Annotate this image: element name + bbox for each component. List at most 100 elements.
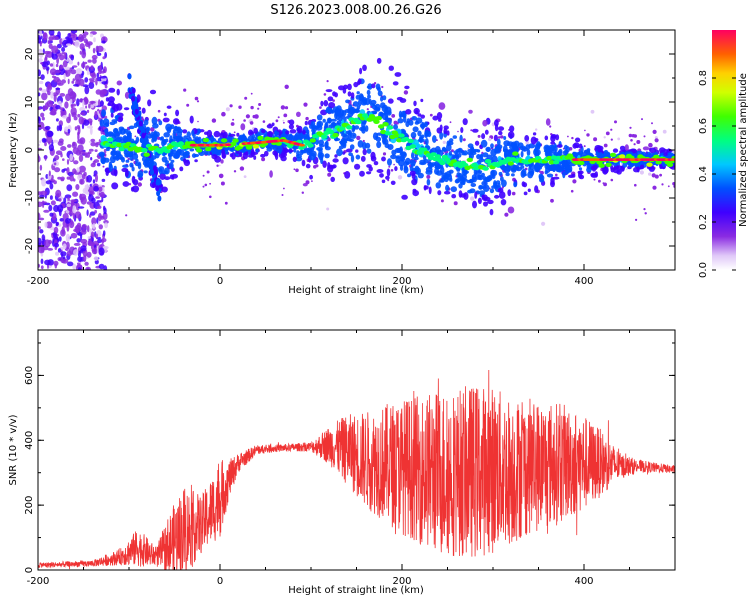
heatmap-cell <box>77 113 81 118</box>
heatmap-cell <box>411 151 415 160</box>
heatmap-cell <box>373 82 377 85</box>
heatmap-cell <box>39 30 42 37</box>
heatmap-cell <box>470 196 475 201</box>
heatmap-cell <box>629 126 632 129</box>
heatmap-cell <box>666 162 674 167</box>
heatmap-cell <box>103 157 110 163</box>
heatmap-cell <box>411 178 418 186</box>
heatmap-cell <box>38 107 42 111</box>
heatmap-cell <box>66 158 70 165</box>
heatmap-cell <box>359 67 363 75</box>
heatmap-cell <box>503 136 507 140</box>
heatmap-cell <box>41 116 45 121</box>
heatmap-cell <box>497 126 505 131</box>
heatmap-cell <box>127 157 130 161</box>
heatmap-cell <box>355 94 361 100</box>
heatmap-cell <box>507 189 512 197</box>
heatmap-cell <box>107 103 111 106</box>
heatmap-cell <box>347 91 352 97</box>
heatmap-cell <box>55 63 59 68</box>
heatmap-cell <box>245 145 253 150</box>
page-title: S126.2023.008.00.26.G26 <box>270 3 441 18</box>
heatmap-cell <box>605 162 612 167</box>
heatmap-cell <box>584 129 586 132</box>
heatmap-cell <box>450 149 454 153</box>
heatmap-cell <box>52 139 59 143</box>
heatmap-cell <box>394 72 402 77</box>
heatmap-cell <box>150 169 154 176</box>
heatmap-cell <box>411 116 418 121</box>
heatmap-cell <box>94 149 98 153</box>
heatmap-cell <box>384 106 392 115</box>
heatmap-cell <box>413 100 417 107</box>
heatmap-cell <box>83 119 90 126</box>
heatmap-cell <box>38 245 45 254</box>
heatmap-cell <box>98 99 101 107</box>
heatmap-cell <box>117 116 123 123</box>
heatmap-cell <box>72 191 79 197</box>
x-tick-label: 200 <box>392 576 411 587</box>
heatmap-cell <box>477 134 481 138</box>
heatmap-cell <box>131 95 136 102</box>
heatmap-cell <box>61 109 67 117</box>
heatmap-cell <box>355 119 362 125</box>
heatmap-cell <box>371 83 376 89</box>
heatmap-cell <box>428 186 432 195</box>
heatmap-cell <box>99 191 105 198</box>
heatmap-cell <box>103 148 107 154</box>
heatmap-cell <box>195 148 203 153</box>
heatmap-cell <box>578 143 583 149</box>
heatmap-cell <box>525 144 531 150</box>
heatmap-cell <box>401 110 406 118</box>
heatmap-cell <box>413 107 420 115</box>
heatmap-cell <box>385 175 390 180</box>
heatmap-cell <box>424 138 429 146</box>
heatmap-cell <box>484 129 489 135</box>
heatmap-cell <box>115 115 119 121</box>
heatmap-cell <box>610 128 613 131</box>
heatmap-cell <box>77 126 81 135</box>
heatmap-cell <box>101 185 105 188</box>
colorbar: 0.0 0.2 0.4 0.6 0.8 Normalized spectral ampl… <box>698 30 749 278</box>
heatmap-cell <box>60 146 67 151</box>
heatmap-cell <box>98 263 105 270</box>
heatmap-cell <box>239 151 243 157</box>
heatmap-cell <box>530 169 535 175</box>
heatmap-cell <box>384 115 389 123</box>
heatmap-cell <box>626 168 628 171</box>
heatmap-cell <box>63 72 66 80</box>
heatmap-cell <box>65 233 71 242</box>
heatmap-cell <box>579 174 585 180</box>
heatmap-cell <box>69 153 73 162</box>
heatmap-cell <box>434 154 442 159</box>
heatmap-cell <box>86 109 90 114</box>
heatmap-cell <box>316 147 323 151</box>
heatmap-cell <box>438 179 444 183</box>
heatmap-cell <box>332 99 335 102</box>
heatmap-cell <box>373 119 380 125</box>
heatmap-cell <box>90 65 94 70</box>
heatmap-cell <box>78 154 84 162</box>
heatmap-cell <box>644 212 647 215</box>
heatmap-cell <box>38 92 41 97</box>
heatmap-cell <box>429 113 433 117</box>
spectrogram-panel: -200 0 200 400 -20 -10 0 10 20 Height of straigh… <box>8 29 676 296</box>
heatmap-cell <box>62 158 65 161</box>
heatmap-cell <box>65 241 70 250</box>
heatmap-cell <box>324 141 329 148</box>
heatmap-cell <box>347 83 352 91</box>
heatmap-cell <box>571 136 574 140</box>
heatmap-cell <box>41 201 47 204</box>
heatmap-cell <box>401 194 408 200</box>
heatmap-cell <box>80 112 86 116</box>
heatmap-cell <box>327 129 335 135</box>
heatmap-cell <box>404 167 408 171</box>
heatmap-cell <box>89 80 95 83</box>
heatmap-cell <box>550 198 554 203</box>
heatmap-cell <box>648 172 652 176</box>
heatmap-cell <box>653 154 660 159</box>
heatmap-cell <box>524 135 530 142</box>
heatmap-cell <box>52 61 55 70</box>
heatmap-cell <box>78 151 86 155</box>
heatmap-cell <box>78 34 84 43</box>
